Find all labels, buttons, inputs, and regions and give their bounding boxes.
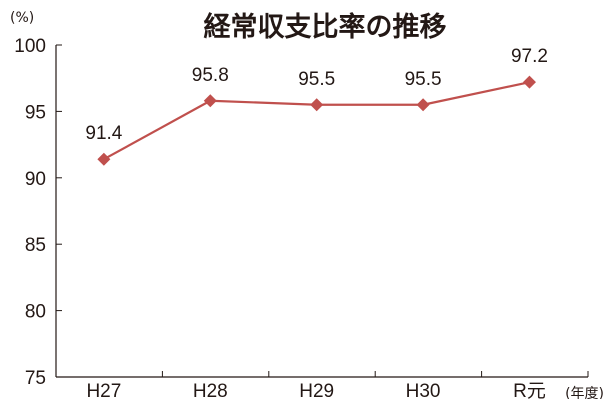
- data-point-marker: [522, 75, 536, 89]
- y-tick-label: 75: [25, 368, 46, 389]
- data-point-marker: [416, 98, 430, 112]
- x-tick-label: R元: [513, 381, 546, 399]
- y-tick-label: 80: [25, 302, 46, 323]
- chart-title: 経常収支比率の推移: [204, 11, 447, 43]
- y-axis: 75 80 85 90 95 100: [14, 36, 62, 389]
- data-label: 97.2: [511, 46, 548, 67]
- y-tick-label: 90: [25, 169, 46, 190]
- x-axis-unit: (年度): [565, 386, 604, 399]
- y-tick-label: 95: [25, 102, 46, 123]
- data-label: 95.5: [405, 69, 442, 90]
- data-point-marker: [310, 98, 324, 112]
- data-label: 95.5: [298, 69, 335, 90]
- data-label: 91.4: [85, 123, 122, 144]
- x-tick-label: H27: [86, 381, 121, 399]
- data-point-marker: [203, 94, 217, 108]
- x-tick-label: H29: [299, 381, 334, 399]
- series-line: [103, 81, 530, 161]
- x-tick-label: H30: [406, 381, 441, 399]
- y-tick-label: 100: [14, 36, 46, 57]
- series-line-group: [97, 75, 536, 166]
- data-labels: 91.4 95.8 95.5 95.5 97.2: [85, 46, 548, 144]
- x-axis: H27 H28 H29 H30 R元: [56, 371, 589, 399]
- data-point-marker: [97, 152, 111, 166]
- y-tick-label: 85: [25, 235, 46, 256]
- data-label: 95.8: [192, 65, 229, 86]
- y-axis-unit: (%): [10, 10, 34, 26]
- x-tick-label: H28: [193, 381, 228, 399]
